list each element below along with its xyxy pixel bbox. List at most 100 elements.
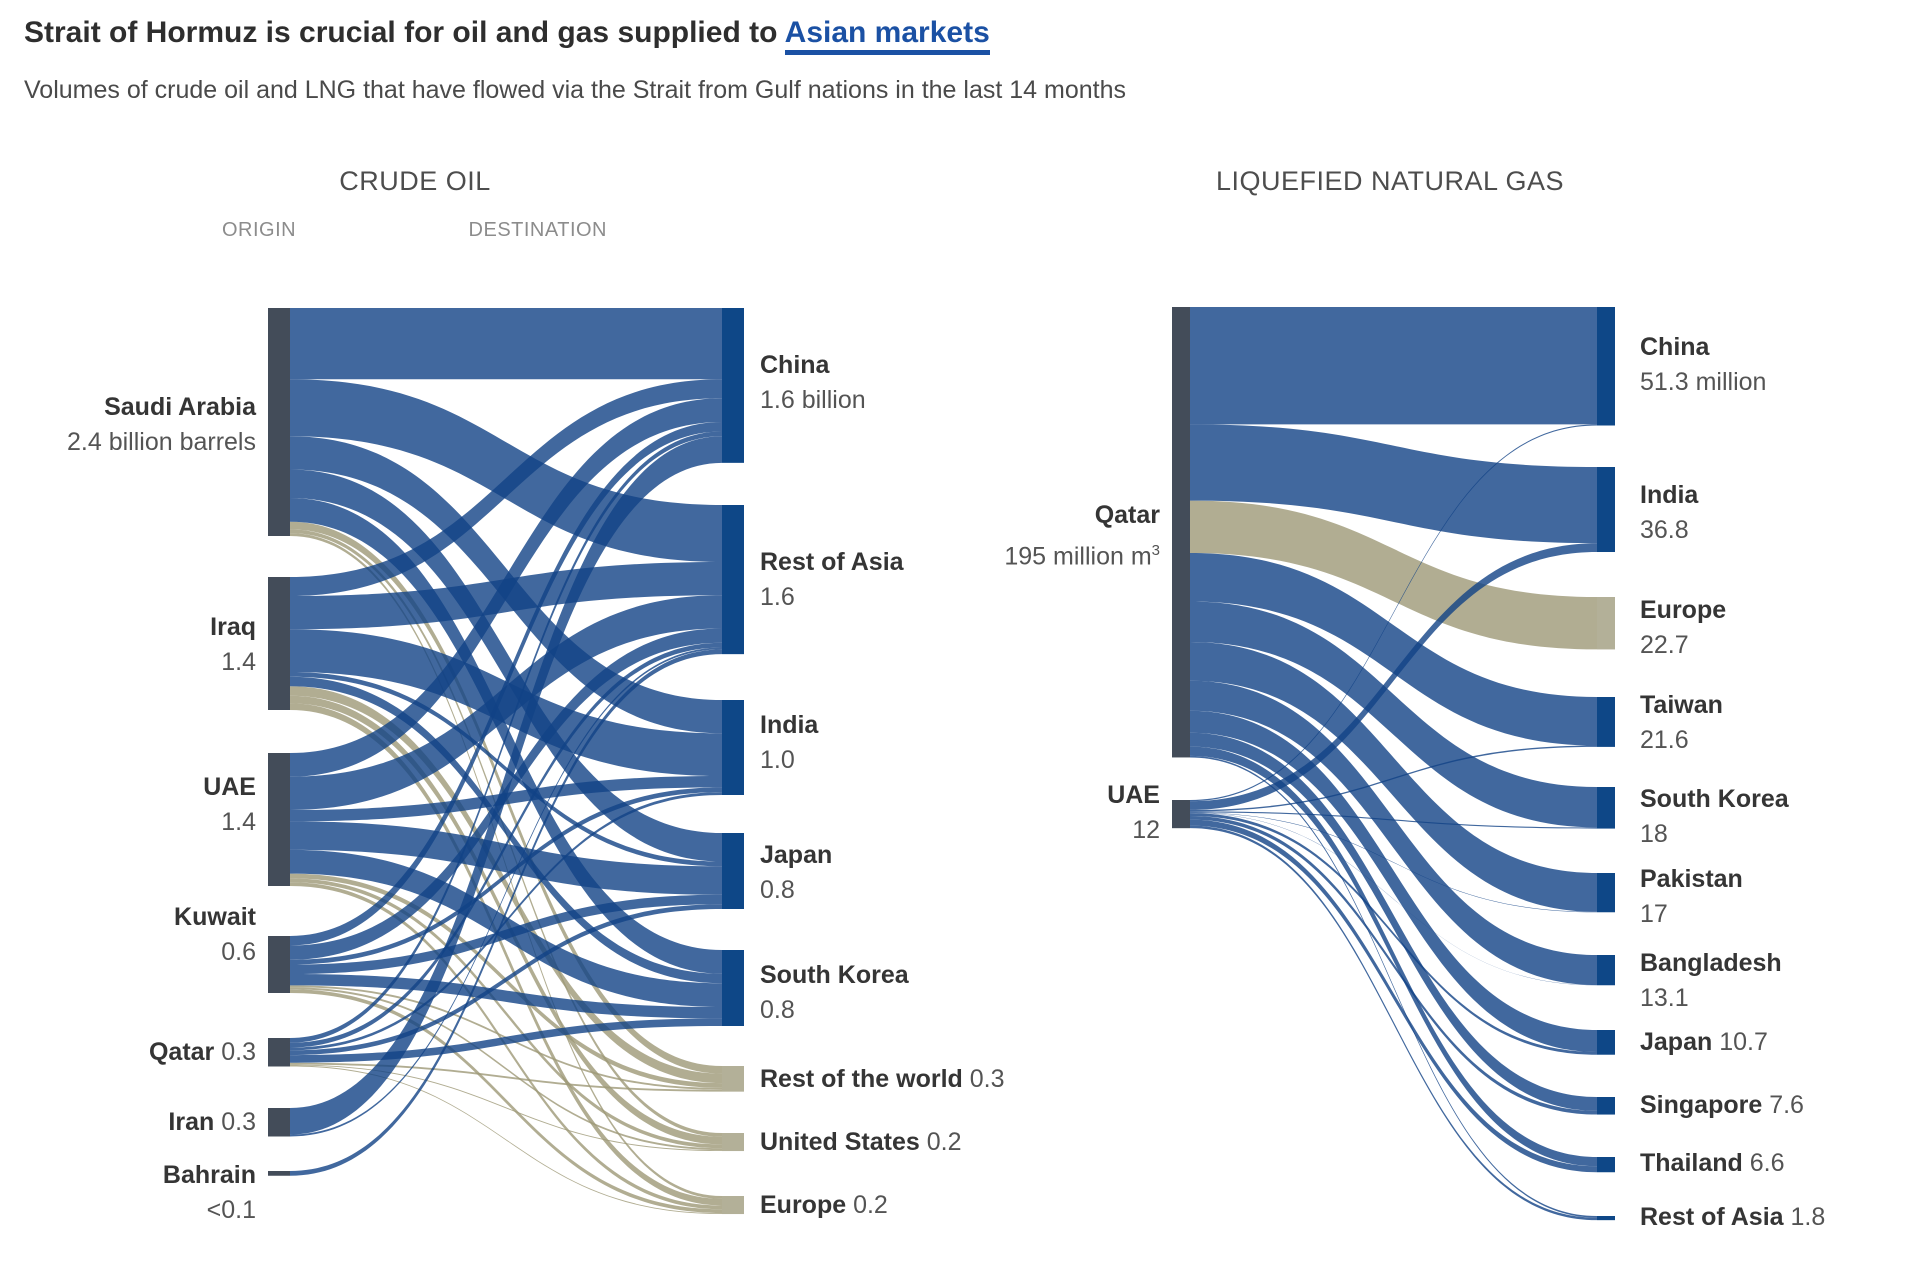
destination-label-china: China 1.6 billion xyxy=(760,348,866,418)
node-name: UAE xyxy=(1107,781,1160,809)
destination-label-rest-of-asia: Rest of Asia 1.8 xyxy=(1640,1200,1825,1235)
node-name: Japan xyxy=(760,841,833,869)
node-name: Taiwan xyxy=(1640,691,1723,719)
origin-node-saudi-arabia xyxy=(268,308,290,536)
destination-label-japan: Japan 0.8 xyxy=(760,838,832,908)
flow-ribbon-blue xyxy=(1190,755,1597,1218)
origin-node-qatar xyxy=(1172,307,1190,758)
destination-node-china xyxy=(1597,307,1615,426)
node-value: 10.7 xyxy=(1719,1028,1768,1056)
asian-markets-link[interactable]: Asian markets xyxy=(784,16,990,55)
destination-node-singapore xyxy=(1597,1097,1615,1115)
flow-ribbon-blue xyxy=(290,398,722,777)
node-name: Japan xyxy=(1640,1028,1713,1056)
origin-label-iraq: Iraq 1.4 xyxy=(210,610,256,680)
flow-ribbon-blue xyxy=(290,676,722,984)
flow-ribbon-blue xyxy=(1190,641,1597,912)
flow-ribbon-blue xyxy=(1190,424,1597,802)
node-value: 0.8 xyxy=(760,996,795,1024)
flow-ribbon-blue xyxy=(1190,746,1597,1167)
node-value: 195 million m3 xyxy=(1004,542,1160,571)
superscript: 3 xyxy=(1151,542,1160,559)
flow-ribbon-blue xyxy=(1190,811,1597,829)
node-value: 0.3 xyxy=(221,1108,256,1136)
origin-label-iran: Iran 0.3 xyxy=(168,1105,256,1140)
flow-ribbon-blue xyxy=(1190,825,1597,1221)
node-name: United States xyxy=(760,1128,920,1156)
destination-node-rest-of-the-world xyxy=(722,1066,744,1092)
origin-label-qatar: Qatar 0.3 xyxy=(149,1035,256,1070)
node-name: Rest of Asia xyxy=(760,548,904,576)
destination-label-rest-of-the-world: Rest of the world 0.3 xyxy=(760,1062,1005,1097)
node-value: 1.0 xyxy=(760,746,795,774)
flow-ribbon-blue xyxy=(290,787,722,965)
destination-label-singapore: Singapore 7.6 xyxy=(1640,1088,1804,1123)
destination-label-india: India 1.0 xyxy=(760,708,818,778)
destination-label-india: India 36.8 xyxy=(1640,478,1698,548)
origin-label-uae: UAE 12 xyxy=(1107,778,1160,848)
flow-ribbon-tan xyxy=(290,1065,722,1215)
flow-ribbon-blue xyxy=(290,469,722,862)
flow-ribbon-tan xyxy=(290,686,722,1084)
flow-ribbon-tan xyxy=(290,1064,722,1152)
destination-label-pakistan: Pakistan 17 xyxy=(1640,862,1743,932)
flow-ribbon-blue xyxy=(290,821,722,895)
node-value: 1.4 xyxy=(221,648,256,676)
flow-ribbon-blue xyxy=(1190,424,1597,544)
flow-ribbon-tan xyxy=(290,878,722,1149)
node-name: Iran xyxy=(168,1108,215,1136)
flow-ribbon-blue xyxy=(1190,553,1597,746)
destination-label-europe: Europe 0.2 xyxy=(760,1188,888,1223)
node-value: 1.6 xyxy=(760,583,795,611)
node-name: Qatar xyxy=(148,1038,215,1066)
node-value: 0.3 xyxy=(969,1065,1005,1093)
flow-ribbon-tan xyxy=(290,703,722,1206)
node-name: Rest of Asia xyxy=(1640,1203,1784,1231)
destination-label-thailand: Thailand 6.6 xyxy=(1640,1146,1785,1181)
destination-label-united-states: United States 0.2 xyxy=(760,1125,961,1160)
destination-node-south-korea xyxy=(722,950,744,1026)
page-title: Strait of Hormuz is crucial for oil and … xyxy=(24,16,990,55)
flow-ribbon-blue xyxy=(290,308,722,380)
page-title-text: Strait of Hormuz is crucial for oil and … xyxy=(24,16,785,49)
node-value: 0.8 xyxy=(760,876,795,904)
node-name: India xyxy=(1640,481,1699,509)
destination-node-india xyxy=(722,700,744,795)
node-value: 22.7 xyxy=(1640,631,1689,659)
node-value: 0.2 xyxy=(926,1128,962,1156)
destination-label-japan: Japan 10.7 xyxy=(1640,1025,1768,1060)
flow-ribbon-blue xyxy=(290,431,722,1043)
destination-node-japan xyxy=(722,833,744,909)
node-name: Singapore xyxy=(1640,1091,1763,1119)
node-value: 7.6 xyxy=(1769,1091,1804,1119)
flow-ribbon-blue xyxy=(290,974,722,1019)
node-name: UAE xyxy=(203,773,256,801)
flow-ribbon-blue xyxy=(290,642,722,1048)
node-value: <0.1 xyxy=(206,1196,256,1224)
flow-ribbon-tan xyxy=(290,1062,722,1092)
destination-node-europe xyxy=(1597,597,1615,650)
origin-node-iran xyxy=(268,1108,290,1137)
destination-label-bangladesh: Bangladesh 13.1 xyxy=(1640,946,1782,1016)
node-value: 1.6 billion xyxy=(760,386,866,414)
flow-ribbon-blue xyxy=(290,904,722,1056)
flow-ribbon-blue xyxy=(290,672,722,867)
origin-node-uae xyxy=(268,753,290,886)
node-value: 6.6 xyxy=(1749,1149,1785,1177)
flow-ribbon-blue xyxy=(290,647,722,1137)
flow-ribbon-blue xyxy=(1190,815,1597,1115)
node-name: South Korea xyxy=(760,961,909,989)
node-name: China xyxy=(1640,333,1710,361)
node-name: Europe xyxy=(1640,596,1727,624)
destination-node-rest-of-asia xyxy=(1597,1216,1615,1221)
destination-node-india xyxy=(1597,467,1615,553)
chart-title-lng: LIQUEFIED NATURAL GAS xyxy=(1215,166,1565,196)
node-name: Saudi Arabia xyxy=(104,393,256,421)
node-value: 51.3 million xyxy=(1640,368,1767,396)
node-value: 12 xyxy=(1132,816,1160,844)
destination-node-bangladesh xyxy=(1597,955,1615,986)
node-value: 0.2 xyxy=(853,1191,888,1219)
flow-ribbon-tan xyxy=(290,882,722,1210)
destination-node-china xyxy=(722,308,744,463)
node-value: 13.1 xyxy=(1640,984,1689,1012)
